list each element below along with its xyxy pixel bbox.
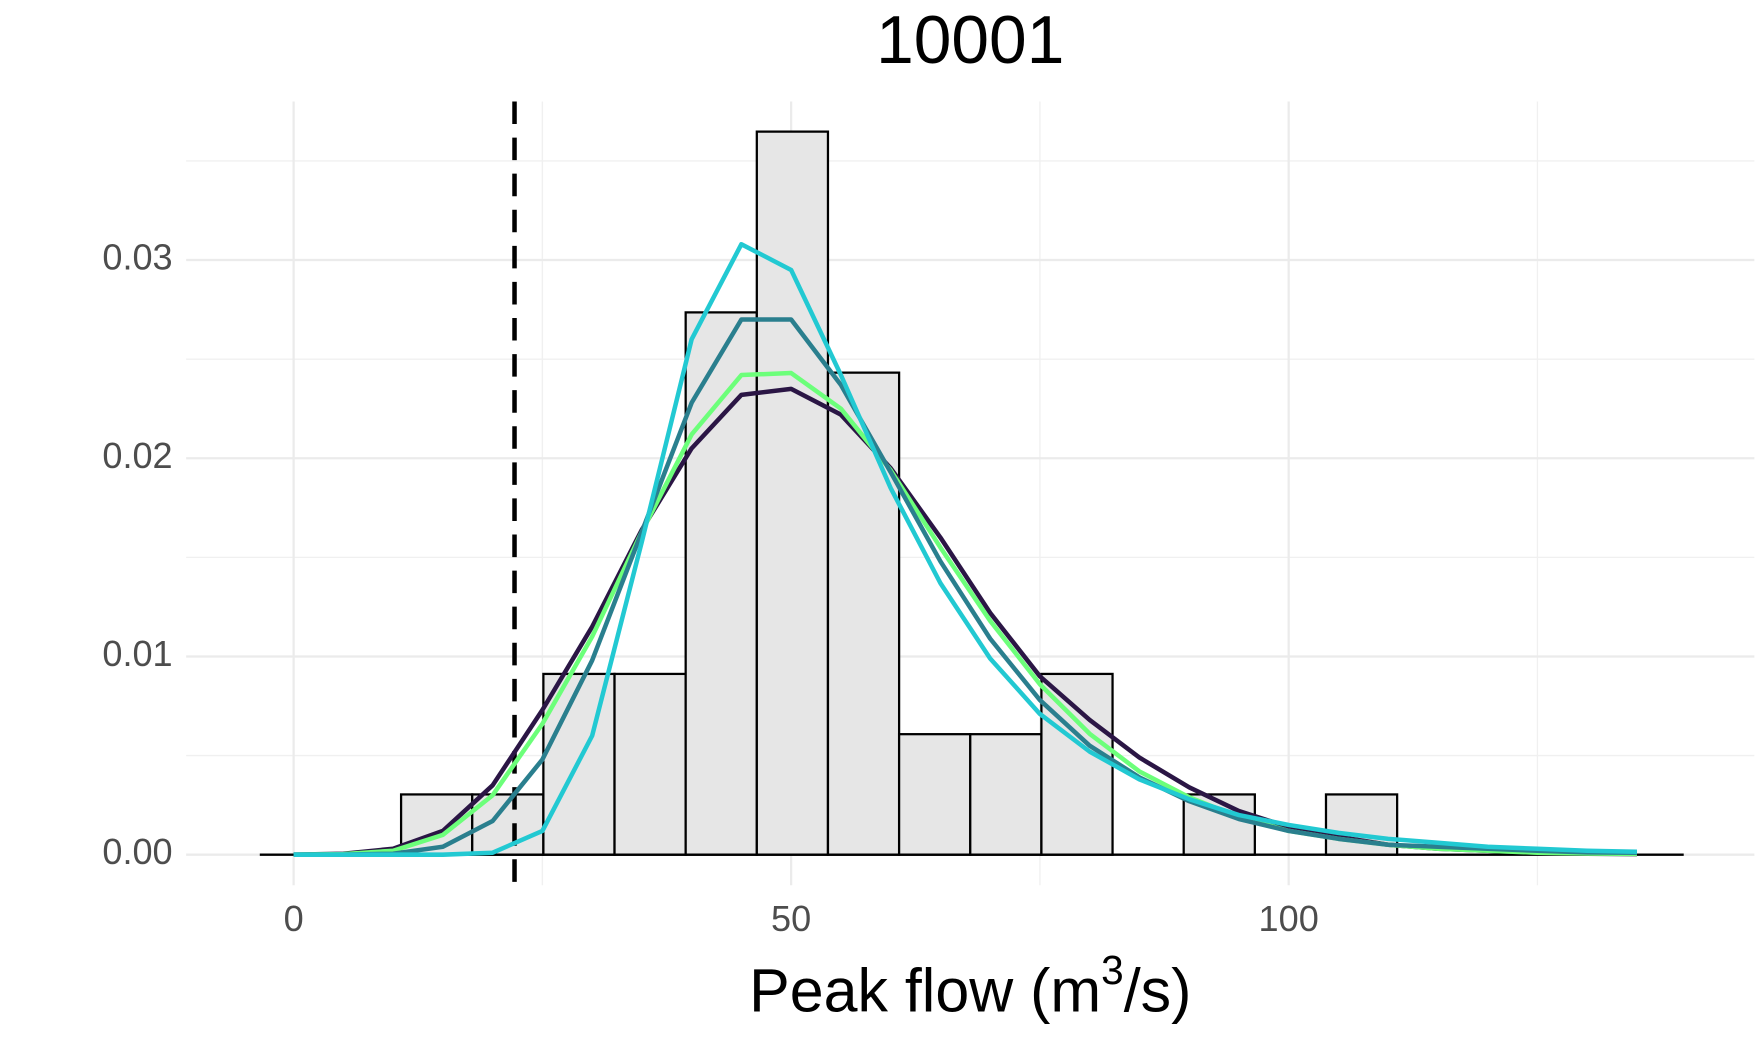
bar xyxy=(755,130,830,856)
bar xyxy=(897,733,972,856)
x-tick-label: 100 xyxy=(1259,898,1319,939)
bar xyxy=(969,733,1043,856)
density-curve xyxy=(293,241,1637,857)
x-label-part: /s) xyxy=(1124,957,1192,1025)
y-tick-label: 0.03 xyxy=(102,237,172,278)
y-tick-label: 0.00 xyxy=(102,831,172,872)
y-tick-label: 0.01 xyxy=(102,633,172,674)
x-tick-label: 50 xyxy=(771,898,811,939)
labels: 0 50 100 0.00 0.01 0.02 0.03 xyxy=(102,237,1318,939)
bar xyxy=(826,371,901,856)
bar xyxy=(1040,672,1114,856)
x-label-sup: 3 xyxy=(1101,947,1124,993)
x-label-part: Peak flow (m xyxy=(749,957,1101,1025)
chart-title: 10001 xyxy=(876,3,1064,78)
density-curve xyxy=(293,317,1637,857)
bar xyxy=(613,672,687,856)
curves xyxy=(293,101,1637,886)
bars xyxy=(259,130,1684,856)
x-axis-label: Peak flow (m3/s) xyxy=(749,947,1191,1025)
y-tick-label: 0.02 xyxy=(102,435,172,476)
x-tick-label: 0 xyxy=(284,898,304,939)
